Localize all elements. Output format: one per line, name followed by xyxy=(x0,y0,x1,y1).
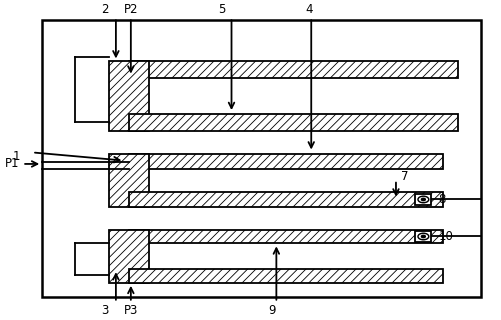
Bar xyxy=(109,61,149,131)
Bar xyxy=(109,230,149,283)
Bar xyxy=(129,192,442,207)
Text: P2: P2 xyxy=(123,3,138,16)
Text: 10: 10 xyxy=(437,230,452,243)
Bar xyxy=(109,154,149,207)
Text: 3: 3 xyxy=(101,304,108,317)
Circle shape xyxy=(420,235,424,238)
Bar xyxy=(129,115,457,131)
Bar xyxy=(129,61,457,78)
Text: 5: 5 xyxy=(217,3,225,16)
Text: 4: 4 xyxy=(305,3,312,16)
Text: 2: 2 xyxy=(101,3,108,16)
Circle shape xyxy=(420,198,424,201)
Bar xyxy=(129,154,442,169)
Bar xyxy=(414,194,430,205)
Text: 9: 9 xyxy=(268,304,276,317)
Bar xyxy=(414,231,430,242)
Bar xyxy=(129,269,442,283)
Text: P1: P1 xyxy=(5,157,20,171)
Text: 1: 1 xyxy=(12,150,20,164)
Text: P3: P3 xyxy=(123,304,138,317)
Bar xyxy=(129,230,442,244)
Text: 7: 7 xyxy=(400,170,408,183)
Bar xyxy=(42,20,480,297)
Text: 8: 8 xyxy=(437,193,445,206)
